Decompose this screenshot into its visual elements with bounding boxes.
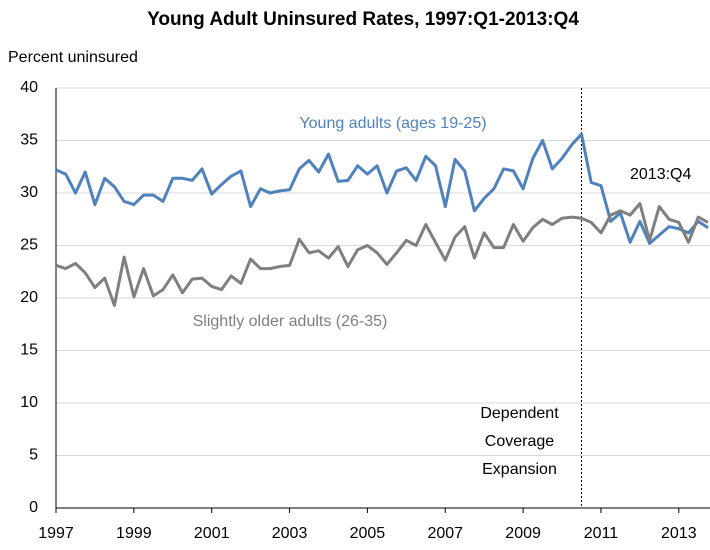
y-axis-label: Percent uninsured (8, 49, 138, 66)
y-tick-label: 40 (20, 79, 38, 96)
end-label: 2013:Q4 (630, 166, 691, 183)
x-tick-label: 2007 (427, 525, 463, 542)
y-tick-label: 5 (29, 447, 38, 464)
series-label: Slightly older adults (26-35) (193, 313, 388, 330)
x-tick-label: 2009 (505, 525, 541, 542)
y-tick-label: 15 (20, 342, 38, 359)
x-tick-label: 2013 (661, 525, 697, 542)
x-tick-label: 1997 (38, 525, 74, 542)
series-label: Young adults (ages 19-25) (299, 115, 486, 132)
chart-title: Young Adult Uninsured Rates, 1997:Q1-201… (147, 9, 579, 30)
series-line (55, 202, 709, 307)
event-label: Coverage (485, 433, 554, 450)
y-tick-label: 20 (20, 289, 38, 306)
x-tick-label: 2003 (272, 525, 308, 542)
x-tick-label: 2005 (350, 525, 386, 542)
y-tick-label: 10 (20, 394, 38, 411)
y-tick-label: 25 (20, 237, 38, 254)
y-tick-label: 35 (20, 132, 38, 149)
event-label: Expansion (482, 461, 557, 478)
series-line (55, 132, 709, 245)
x-tick-label: 2011 (584, 525, 619, 542)
x-tick-label: 2001 (194, 525, 230, 542)
y-tick-label: 0 (29, 499, 38, 516)
y-tick-label: 30 (20, 184, 38, 201)
x-tick-label: 1999 (116, 525, 152, 542)
event-label: Dependent (480, 405, 559, 422)
